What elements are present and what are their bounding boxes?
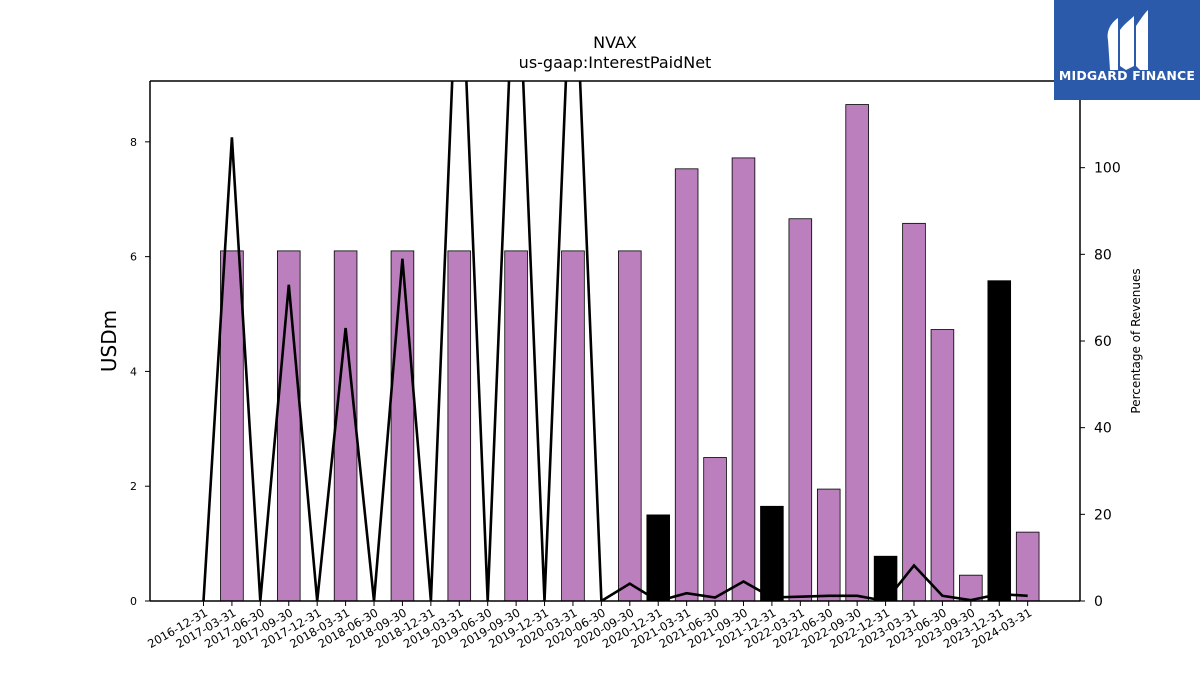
bar [760, 505, 784, 602]
y2-tick-label: 0 [1094, 594, 1103, 610]
bar [333, 250, 358, 602]
y-tick-label: 8 [130, 136, 137, 149]
y2-tick-label: 100 [1094, 161, 1121, 177]
y-tick-label: 0 [130, 595, 137, 608]
bar [930, 329, 955, 602]
logo-text: MIDGARD FINANCE [1058, 68, 1196, 83]
bar [390, 250, 415, 602]
bar [731, 157, 756, 602]
chart-title: NVAX [593, 33, 637, 52]
bar [504, 250, 528, 602]
y-tick-label: 4 [130, 365, 137, 378]
bar [1015, 531, 1040, 602]
bar [873, 555, 898, 602]
y2-tick-label: 20 [1094, 507, 1112, 523]
y-axis-label: USDm [97, 310, 121, 372]
y2-tick-label: 60 [1094, 334, 1112, 350]
bar [816, 488, 841, 602]
bar [902, 222, 926, 602]
bar [618, 250, 642, 602]
y2-tick-label: 80 [1094, 247, 1112, 263]
bar [561, 250, 585, 602]
plot-area: 024680204060801002016-12-312017-03-31201… [130, 80, 1121, 651]
bar [674, 168, 699, 602]
bar [987, 280, 1012, 602]
bar [788, 218, 813, 602]
y2-axis-label: Percentage of Revenues [1129, 268, 1143, 413]
y-tick-label: 2 [130, 480, 137, 493]
bar [220, 250, 244, 602]
chart-subtitle: us-gaap:InterestPaidNet [519, 53, 712, 72]
bar [703, 457, 727, 602]
series-line [202, 81, 1028, 601]
logo-mark-icon [1107, 10, 1148, 70]
bar [276, 250, 301, 602]
y-tick-label: 6 [130, 251, 137, 264]
bar [845, 104, 869, 602]
y2-tick-label: 40 [1094, 421, 1112, 437]
bar [447, 250, 472, 602]
midgard-finance-logo: MIDGARD FINANCE [1054, 0, 1200, 100]
bar [646, 514, 670, 602]
